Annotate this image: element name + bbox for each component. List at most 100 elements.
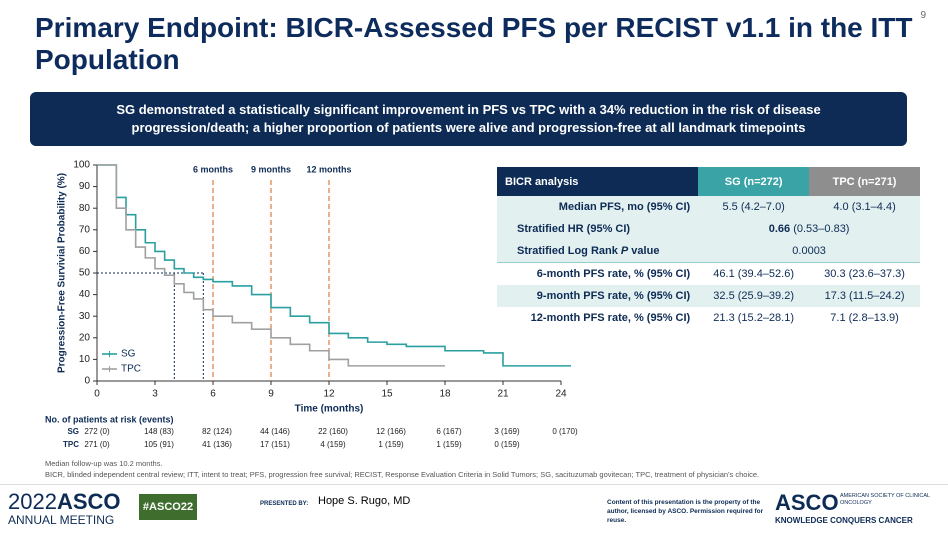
cell: 4.0 (3.1–4.4) [809,196,920,218]
risk-count: 44 (146) [260,427,290,436]
reference-label: 6 months [193,164,233,174]
risk-count: 271 (0) [84,440,110,449]
cell: 30.3 (23.6–37.3) [824,268,905,280]
y-tick-label: 50 [79,268,91,279]
table-row: 12-month PFS rate, % (95% CI) 21.3 (15.2… [497,307,920,329]
x-tick-label: 3 [152,389,158,400]
header-cell: TPC (n=271) [809,167,920,196]
y-tick-label: 20 [79,332,91,343]
y-tick-label: 10 [79,354,91,365]
cell: 5.5 (4.2–7.0) [698,196,810,218]
banner-text: SG demonstrated a statistically signific… [116,102,821,135]
risk-row-label: TPC [63,440,79,449]
table-row: 6-month PFS rate, % (95% CI) 46.1 (39.4–… [497,262,920,286]
x-axis-title: Time (months) [295,404,364,415]
table-row: Stratified Log Rank P value 0.0003 [497,240,920,263]
row-label: Stratified Log Rank P value [497,240,699,263]
x-tick-label: 15 [381,389,393,400]
cell: 0.0003 [698,240,920,263]
header-cell: SG (n=272) [698,167,810,196]
x-tick-label: 18 [439,389,451,400]
legend-label: SG [121,349,136,360]
label-part: value [628,245,660,257]
x-tick-label: 12 [323,389,335,400]
meeting-sub: ANNUAL MEETING [8,513,115,527]
survival-curve [97,164,571,367]
cell: 46.1 (39.4–52.6) [713,268,795,280]
x-tick-label: 21 [497,389,509,400]
row-label: 9-month PFS rate, % (95% CI) [497,285,699,307]
risk-count: 22 (160) [318,427,348,436]
meeting-name: ASCO [56,489,121,514]
risk-count: 272 (0) [84,427,110,436]
asco-tagline: KNOWLEDGE CONQUERS CANCER [775,516,913,525]
asco-society: AMERICAN SOCIETY OF CLINICAL ONCOLOGY [840,493,930,506]
risk-row-label: SG [67,427,79,436]
label-part: Stratified Log Rank [517,245,621,257]
header-cell: BICR analysis [497,167,699,196]
risk-count: 82 (124) [202,427,232,436]
results-table: BICR analysis SG (n=272) TPC (n=271) Med… [497,167,920,329]
row-label: 6-month PFS rate, % (95% CI) [536,268,691,280]
x-tick-label: 9 [268,389,274,400]
row-label: 12-month PFS rate, % (95% CI) [530,312,691,324]
hashtag: #ASCO22 [139,494,197,520]
hr-value: 0.66 [768,223,791,235]
presenter: Hope S. Rugo, MD [318,495,411,507]
risk-count: 12 (166) [376,427,406,436]
risk-count: 1 (159) [436,440,462,449]
cell: 7.1 (2.8–13.9) [830,312,899,324]
label-part: P [620,245,629,257]
slide-number: 9 [920,10,926,21]
y-tick-label: 90 [79,181,91,192]
meeting-year: 2022 [8,489,57,514]
y-tick-label: 100 [73,160,90,171]
risk-count: 148 (83) [144,427,174,436]
x-tick-label: 0 [94,389,100,400]
y-tick-label: 0 [84,376,90,387]
risk-count: 3 (169) [494,427,520,436]
survival-curve [97,164,445,367]
risk-count: 17 (151) [260,440,290,449]
key-message-banner: SG demonstrated a statistically signific… [30,92,907,146]
risk-table-title: No. of patients at risk (events) [45,414,174,424]
asco-logo: ASCO [775,490,839,515]
y-tick-label: 70 [79,224,91,235]
x-tick-label: 24 [555,389,567,400]
y-tick-label: 30 [79,311,91,322]
risk-count: 105 (91) [144,440,174,449]
y-tick-label: 60 [79,246,91,257]
footnote: Median follow-up was 10.2 months. [45,459,163,468]
risk-count: 41 (136) [202,440,232,449]
risk-count: 0 (159) [494,440,520,449]
cell: 17.3 (11.5–24.2) [809,285,920,307]
slide-title: Primary Endpoint: BICR-Assessed PFS per … [35,12,913,75]
table-header: BICR analysis SG (n=272) TPC (n=271) [497,167,920,196]
meeting-logo: 2022ASCO [8,490,121,514]
table-row: Median PFS, mo (95% CI) 5.5 (4.2–7.0) 4.… [497,196,920,218]
footnote: BICR, blinded independent central review… [45,470,760,479]
row-label: Median PFS, mo (95% CI) [497,196,699,218]
hr-ci: (0.53–0.83) [790,223,850,235]
reference-label: 12 months [306,164,351,174]
risk-count: 6 (167) [436,427,462,436]
y-tick-label: 40 [79,289,91,300]
reference-label: 9 months [251,164,291,174]
y-tick-label: 80 [79,203,91,214]
x-tick-label: 6 [210,389,216,400]
disclaimer: Content of this presentation is the prop… [607,499,764,524]
risk-count: 0 (170) [552,427,578,436]
cell: 0.66 (0.53–0.83) [698,218,920,240]
y-axis-title: Progression-Free Survivial Probability (… [57,173,68,373]
row-label: Stratified HR (95% CI) [497,218,699,240]
risk-count: 4 (159) [320,440,346,449]
footer-divider [0,484,948,485]
cell: 32.5 (25.9–39.2) [698,285,810,307]
presented-by: PRESENTED BY: [260,501,309,507]
risk-count: 1 (159) [378,440,404,449]
cell: 21.3 (15.2–28.1) [713,312,795,324]
table-row: 9-month PFS rate, % (95% CI) 32.5 (25.9–… [497,285,920,307]
legend-label: TPC [121,364,141,375]
